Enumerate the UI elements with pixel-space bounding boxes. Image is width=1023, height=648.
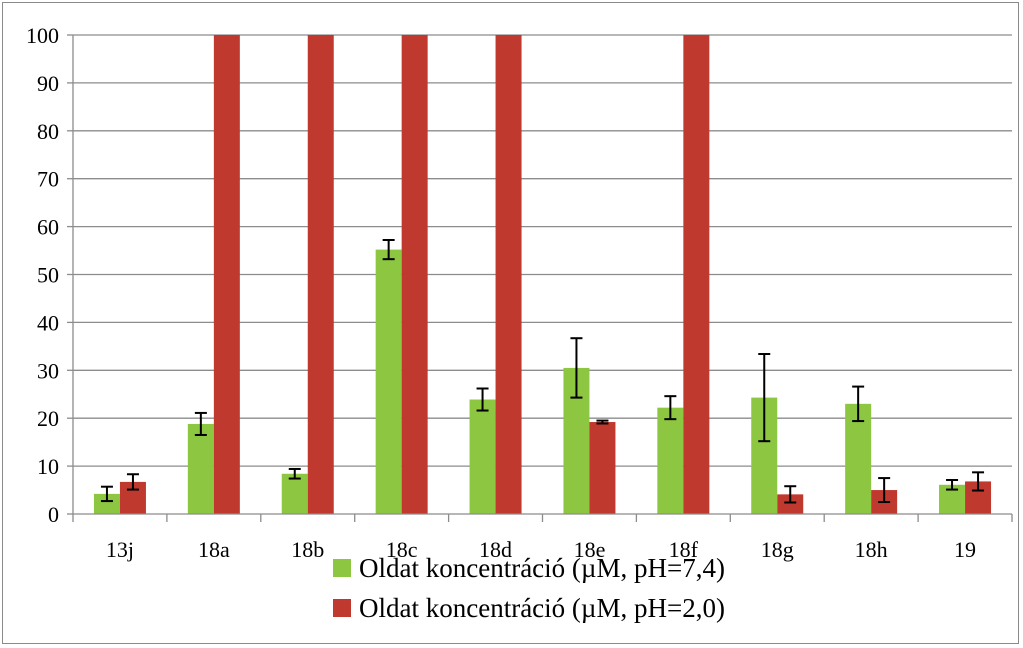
x-tick-label: 18b [291, 537, 324, 562]
x-tick-labels: 13j 18a 18b 18c 18d 18e 18f 18g 18h 19 [106, 537, 976, 562]
bar-series-1-18c [375, 249, 402, 515]
bar-series-2-18f [683, 35, 710, 514]
legend-label-1: Oldat koncentráció (µM, pH=7,4) [359, 553, 725, 583]
bars [93, 35, 992, 515]
legend: Oldat koncentráció (µM, pH=7,4) Oldat kon… [333, 553, 725, 623]
bar-series-2-18e [589, 422, 616, 514]
y-tick-label: 10 [37, 454, 59, 479]
bar-series-1-13j [93, 493, 120, 514]
bar-series-2-18d [495, 35, 522, 514]
x-tick-label: 18d [479, 537, 512, 562]
y-tick-label: 40 [37, 310, 59, 335]
bar-series-2-18c [401, 35, 428, 514]
y-tick-label: 0 [48, 502, 59, 527]
bar-series-1-18d [469, 399, 496, 514]
bar-series-1-18h [845, 403, 872, 514]
y-tick-labels: 0 10 20 30 40 50 60 70 80 90 100 [26, 23, 59, 527]
y-tick-label: 30 [37, 358, 59, 383]
axes [67, 34, 1013, 522]
bar-series-1-18f [657, 407, 684, 514]
y-tick-label: 70 [37, 167, 59, 192]
x-tick-label: 19 [954, 537, 976, 562]
y-tick-label: 20 [37, 406, 59, 431]
y-tick-label: 50 [37, 263, 59, 288]
bar-series-2-18a [213, 35, 240, 514]
x-tick-label: 18h [855, 537, 888, 562]
legend-swatch-2 [333, 599, 351, 617]
bar-series-2-18g [777, 494, 804, 514]
legend-swatch-1 [333, 559, 351, 577]
error-bars [100, 239, 985, 504]
x-tick-label: 18f [669, 537, 699, 562]
bar-series-1-18a [187, 423, 214, 514]
y-tick-label: 60 [37, 215, 59, 240]
x-tick-label: 18g [761, 537, 794, 562]
y-tick-label: 90 [37, 71, 59, 96]
y-tick-label: 100 [26, 23, 59, 48]
x-tick-label: 18c [386, 537, 418, 562]
legend-label-2: Oldat koncentráció (µM, pH=2,0) [359, 593, 725, 623]
bar-series-2-18b [307, 35, 334, 514]
bar-series-1-18b [281, 473, 308, 514]
x-tick-label: 18e [574, 537, 606, 562]
x-tick-label: 18a [198, 537, 230, 562]
x-tick-label: 13j [106, 537, 134, 562]
y-tick-label: 80 [37, 119, 59, 144]
